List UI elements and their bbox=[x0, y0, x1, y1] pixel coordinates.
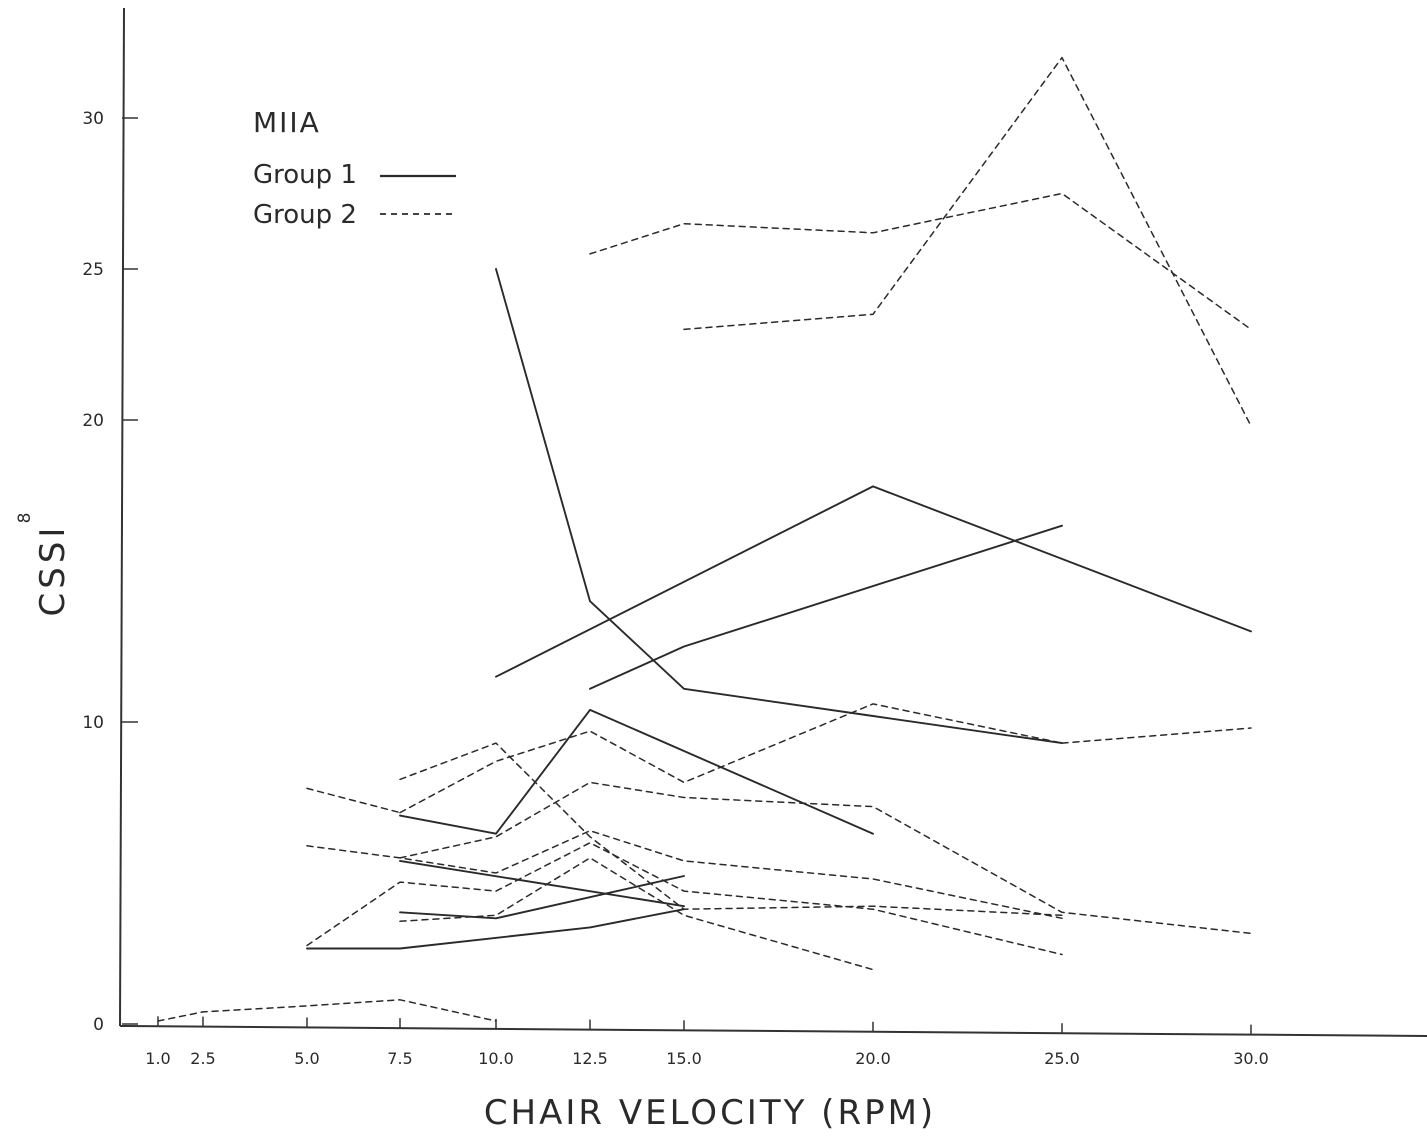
y-tick-label: 0 bbox=[93, 1015, 104, 1035]
x-tick-label: 12.5 bbox=[572, 1049, 608, 1068]
group-2-subject-line-10 bbox=[1061, 727, 1252, 744]
y-axis-title-superscript: 8 bbox=[15, 513, 35, 524]
group-1-subject-line-5 bbox=[399, 859, 685, 908]
y-tick-label: 10 bbox=[82, 713, 104, 733]
y-tick-label: 20 bbox=[82, 411, 104, 431]
group-2-subject-line-12 bbox=[399, 703, 1063, 814]
x-axis-title: CHAIR VELOCITY (RPM) bbox=[484, 1093, 936, 1133]
group-2-subject-line-15 bbox=[306, 829, 1063, 920]
legend-label-group-1: Group 1 bbox=[253, 160, 357, 190]
group-1-subject-line-1 bbox=[495, 268, 1063, 745]
x-ticks: 1.0 2.5 5.0 7.5 10.0 12.5 15.0 20.0 25.0 30.0 bbox=[145, 1016, 1269, 1068]
x-tick-label: 2.5 bbox=[190, 1049, 215, 1068]
legend-label-group-2: Group 2 bbox=[253, 200, 357, 230]
y-tick-label: 25 bbox=[82, 260, 104, 280]
x-axis-line bbox=[119, 1025, 1427, 1037]
group-2-subject-line-13 bbox=[306, 787, 401, 814]
y-ticks: 0 10 20 25 30 bbox=[82, 109, 138, 1035]
group-1-subject-line-6 bbox=[399, 875, 685, 920]
group-2-subject-line-16 bbox=[306, 842, 1063, 956]
group-1-subject-line-2 bbox=[495, 485, 1252, 678]
x-tick-label: 20.0 bbox=[855, 1049, 891, 1068]
y-axis-title: CSSI bbox=[33, 524, 73, 617]
group-2-subject-line-14 bbox=[399, 781, 1252, 935]
group-2-subject-line-18 bbox=[157, 999, 497, 1022]
group-2-subject-line-11 bbox=[399, 742, 1063, 917]
group-1-subject-line-7 bbox=[306, 908, 685, 950]
axes bbox=[119, 7, 1427, 1037]
group-2-subject-line-8 bbox=[589, 192, 1252, 331]
group-1-subject-line-3 bbox=[589, 524, 1063, 690]
group-1-subject-line-4 bbox=[399, 708, 874, 835]
x-tick-label: 25.0 bbox=[1044, 1049, 1080, 1068]
x-tick-label: 30.0 bbox=[1233, 1049, 1269, 1068]
series-layer bbox=[157, 56, 1252, 1022]
x-tick-label: 1.0 bbox=[145, 1049, 170, 1068]
legend: MIIA Group 1 Group 2 bbox=[253, 106, 456, 230]
x-tick-label: 10.0 bbox=[478, 1049, 514, 1068]
x-tick-label: 5.0 bbox=[294, 1049, 319, 1068]
legend-title: MIIA bbox=[253, 106, 321, 139]
group-2-subject-line-9 bbox=[683, 56, 1252, 427]
y-axis-title-group: CSSI 8 bbox=[15, 513, 73, 617]
group-2-subject-line-17 bbox=[399, 857, 874, 971]
y-axis-line bbox=[119, 7, 125, 1027]
x-tick-label: 15.0 bbox=[666, 1049, 702, 1068]
x-tick-label: 7.5 bbox=[387, 1049, 412, 1068]
y-tick-label: 30 bbox=[82, 109, 104, 129]
